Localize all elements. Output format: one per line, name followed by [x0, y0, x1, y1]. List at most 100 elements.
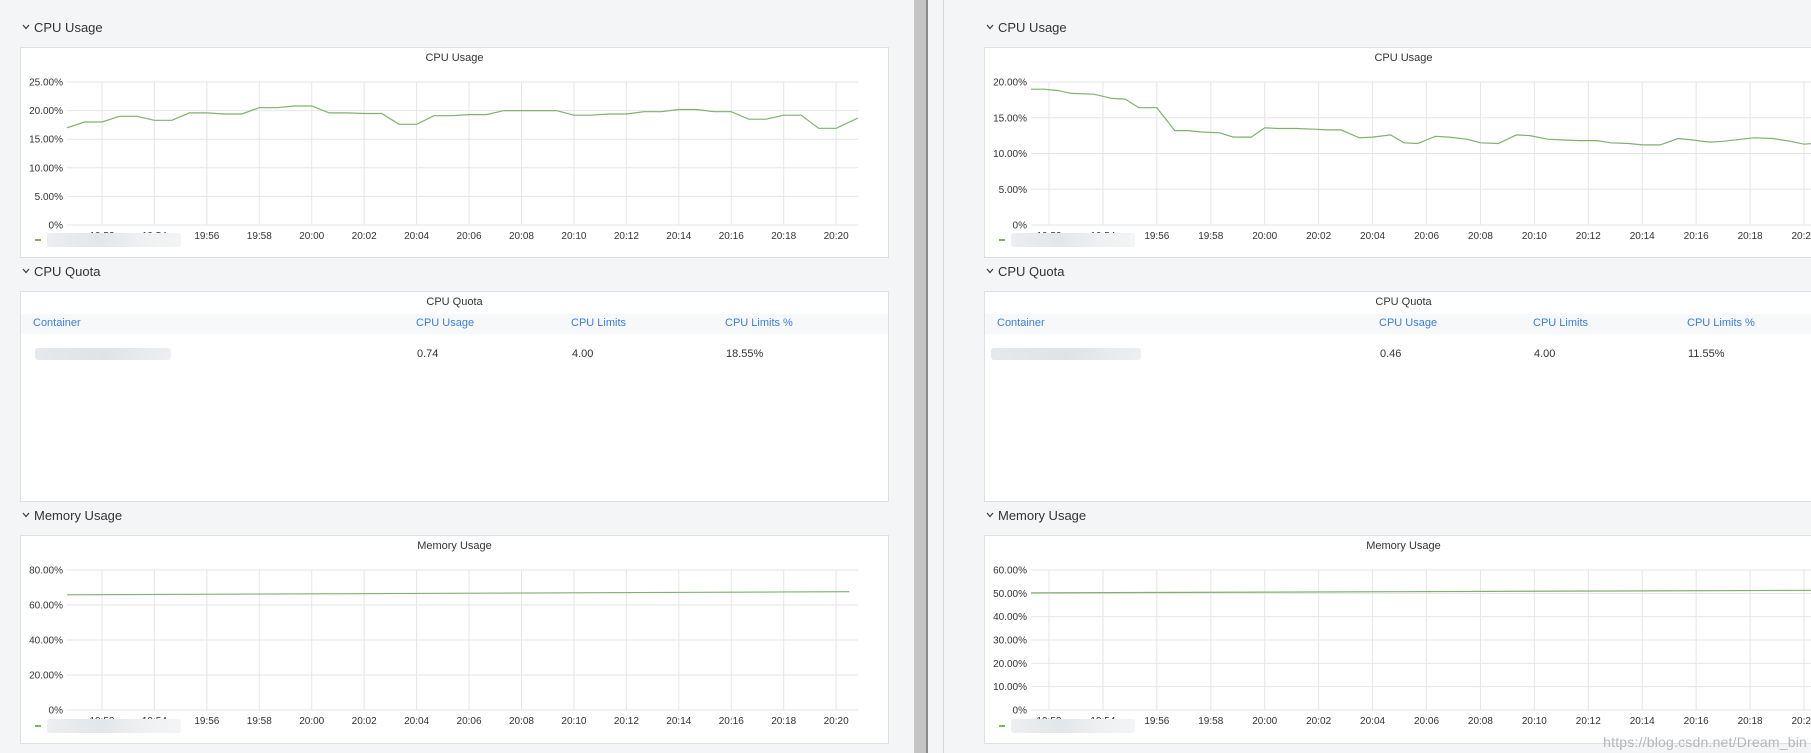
series-color-swatch [999, 725, 1005, 727]
x-tick-label: 20:16 [719, 716, 744, 727]
y-tick-label: 0% [49, 706, 64, 717]
split-divider[interactable] [913, 0, 944, 753]
container-name-redacted [35, 348, 171, 360]
column-header-cpu-limits[interactable]: CPU Limits [1533, 317, 1589, 329]
cpu-usage-panel[interactable]: CPU Usage 0%5.00%10.00%15.00%20.00%19:52… [984, 47, 1811, 258]
row-title: CPU Usage [34, 20, 103, 35]
column-header-cpu-usage[interactable]: CPU Usage [1379, 317, 1438, 329]
x-tick-label: 20:04 [1360, 716, 1385, 727]
column-header-cpu-limits-pct[interactable]: CPU Limits % [1687, 317, 1755, 329]
y-tick-label: 60.00% [993, 566, 1027, 577]
x-tick-label: 20:20 [824, 231, 849, 242]
x-tick-label: 20:04 [404, 716, 429, 727]
y-tick-label: 20.00% [993, 659, 1027, 670]
row-header-cpu-usage[interactable]: CPU Usage [22, 18, 103, 38]
x-tick-label: 20:02 [352, 716, 377, 727]
row-title: CPU Quota [998, 264, 1065, 279]
y-tick-label: 20.00% [29, 106, 63, 117]
dashboard-right-content: CPU Usage CPU Usage 0% 5.00% 10.00% 15.00% 2… [952, 5, 1811, 753]
x-tick-label: 20:10 [1522, 231, 1547, 242]
x-tick-label: 20:00 [299, 231, 324, 242]
row-title: Memory Usage [998, 508, 1087, 523]
x-tick-label: 20:12 [1576, 716, 1601, 727]
row-header-memory-usage[interactable]: Memory Usage [22, 506, 122, 526]
y-tick-label: 80.00% [29, 566, 63, 577]
x-tick-label: 19:58 [1198, 716, 1223, 727]
split-handle[interactable] [914, 0, 928, 753]
x-tick-label: 19:56 [194, 231, 219, 242]
memory-usage-chart: 0% 10.00% 20.00% 30.00% 40.00% 50.00% 60.00% 19… [993, 566, 1811, 727]
y-tick-label: 0% [49, 221, 64, 232]
x-tick-label: 20:12 [1576, 231, 1601, 242]
x-tick-label: 20:06 [457, 716, 482, 727]
cpu-quota-panel[interactable]: CPU Quota Container CPU Usage CPU Limits… [984, 291, 1811, 502]
column-header-container[interactable]: Container [33, 317, 81, 329]
x-tick-label: 20:08 [1468, 231, 1493, 242]
y-tick-label: 15.00% [29, 135, 63, 146]
series-color-swatch [35, 725, 41, 727]
column-header-cpu-limits[interactable]: CPU Limits [571, 317, 627, 329]
memory-usage-panel[interactable]: Memory Usage 0% 20.00% 40.00% 60.00% 80.00% 1… [20, 535, 889, 744]
x-tick-label: 20:00 [299, 716, 324, 727]
chevron-down-icon[interactable] [22, 262, 32, 282]
x-tick-label: 20:10 [561, 716, 586, 727]
x-tick-label: 20:10 [561, 231, 586, 242]
x-tick-label: 20:12 [614, 716, 639, 727]
row-title: CPU Usage [998, 20, 1067, 35]
x-tick-label: 20:08 [509, 231, 534, 242]
table-header: Container CPU Usage CPU Limits CPU Limit… [21, 314, 888, 334]
x-tick-label: 20:18 [771, 231, 796, 242]
memory-usage-panel[interactable]: Memory Usage 0% 10.00% 20.00% 30.00% 40.00% 5… [984, 535, 1811, 744]
cpu-usage-chart: 0%5.00%10.00%15.00%20.00%25.00%19:5219:5… [29, 78, 859, 242]
x-tick-label: 19:56 [1144, 231, 1169, 242]
x-tick-label: 19:58 [247, 231, 272, 242]
y-tick-label: 10.00% [993, 682, 1027, 693]
cpu-quota-panel[interactable]: CPU Quota Container CPU Usage CPU Limits… [20, 291, 889, 502]
y-tick-label: 20.00% [993, 78, 1027, 89]
row-header-cpu-quota[interactable]: CPU Quota [22, 262, 100, 282]
x-tick-label: 20:00 [1252, 231, 1277, 242]
column-header-cpu-usage[interactable]: CPU Usage [416, 317, 475, 329]
x-tick-label: 20:16 [719, 231, 744, 242]
watermark: https://blog.csdn.net/Dream_bin [1603, 734, 1807, 750]
chevron-down-icon[interactable] [986, 262, 996, 282]
x-tick-label: 20:04 [1360, 231, 1385, 242]
cpu-usage-value: 0.46 [1380, 348, 1402, 360]
x-tick-label: 20:16 [1684, 716, 1709, 727]
split-handle-edge [926, 0, 928, 753]
x-tick-label: 20:20 [824, 716, 849, 727]
series-name-redacted [1011, 233, 1135, 247]
x-tick-label: 20:12 [614, 231, 639, 242]
row-header-cpu-usage[interactable]: CPU Usage [986, 18, 1067, 38]
chevron-down-icon[interactable] [986, 18, 996, 38]
series-color-swatch [999, 239, 1005, 241]
y-tick-label: 30.00% [993, 636, 1027, 647]
x-tick-label: 20:18 [771, 716, 796, 727]
cpu-limits-pct-value: 18.55% [726, 348, 764, 360]
column-header-container[interactable]: Container [997, 317, 1045, 329]
x-tick-label: 20:20 [1792, 716, 1811, 727]
panel-title: Memory Usage [1366, 540, 1441, 552]
x-tick-label: 20:10 [1522, 716, 1547, 727]
series-name-redacted [47, 719, 181, 733]
y-tick-label: 5.00% [999, 185, 1027, 196]
row-header-memory-usage[interactable]: Memory Usage [986, 506, 1086, 526]
series-line [1030, 589, 1811, 594]
x-tick-label: 20:18 [1738, 716, 1763, 727]
x-tick-label: 20:02 [1306, 231, 1331, 242]
row-header-cpu-quota[interactable]: CPU Quota [986, 262, 1064, 282]
chevron-down-icon[interactable] [22, 506, 32, 526]
column-header-cpu-limits-pct[interactable]: CPU Limits % [725, 317, 793, 329]
x-tick-label: 20:00 [1252, 716, 1277, 727]
x-tick-label: 20:20 [1792, 231, 1811, 242]
chevron-down-icon[interactable] [22, 18, 32, 38]
cpu-usage-panel[interactable]: CPU Usage 0% 5.00% 10.00% 15.00% 20.00% 25.00… [20, 47, 889, 258]
x-tick-label: 19:56 [194, 716, 219, 727]
x-tick-label: 20:08 [1468, 716, 1493, 727]
row-title: CPU Quota [34, 264, 101, 279]
chevron-down-icon[interactable] [986, 506, 996, 526]
x-tick-label: 20:14 [1630, 716, 1655, 727]
x-tick-label: 19:58 [1198, 231, 1223, 242]
series-color-swatch [35, 239, 41, 241]
x-tick-label: 20:06 [457, 231, 482, 242]
